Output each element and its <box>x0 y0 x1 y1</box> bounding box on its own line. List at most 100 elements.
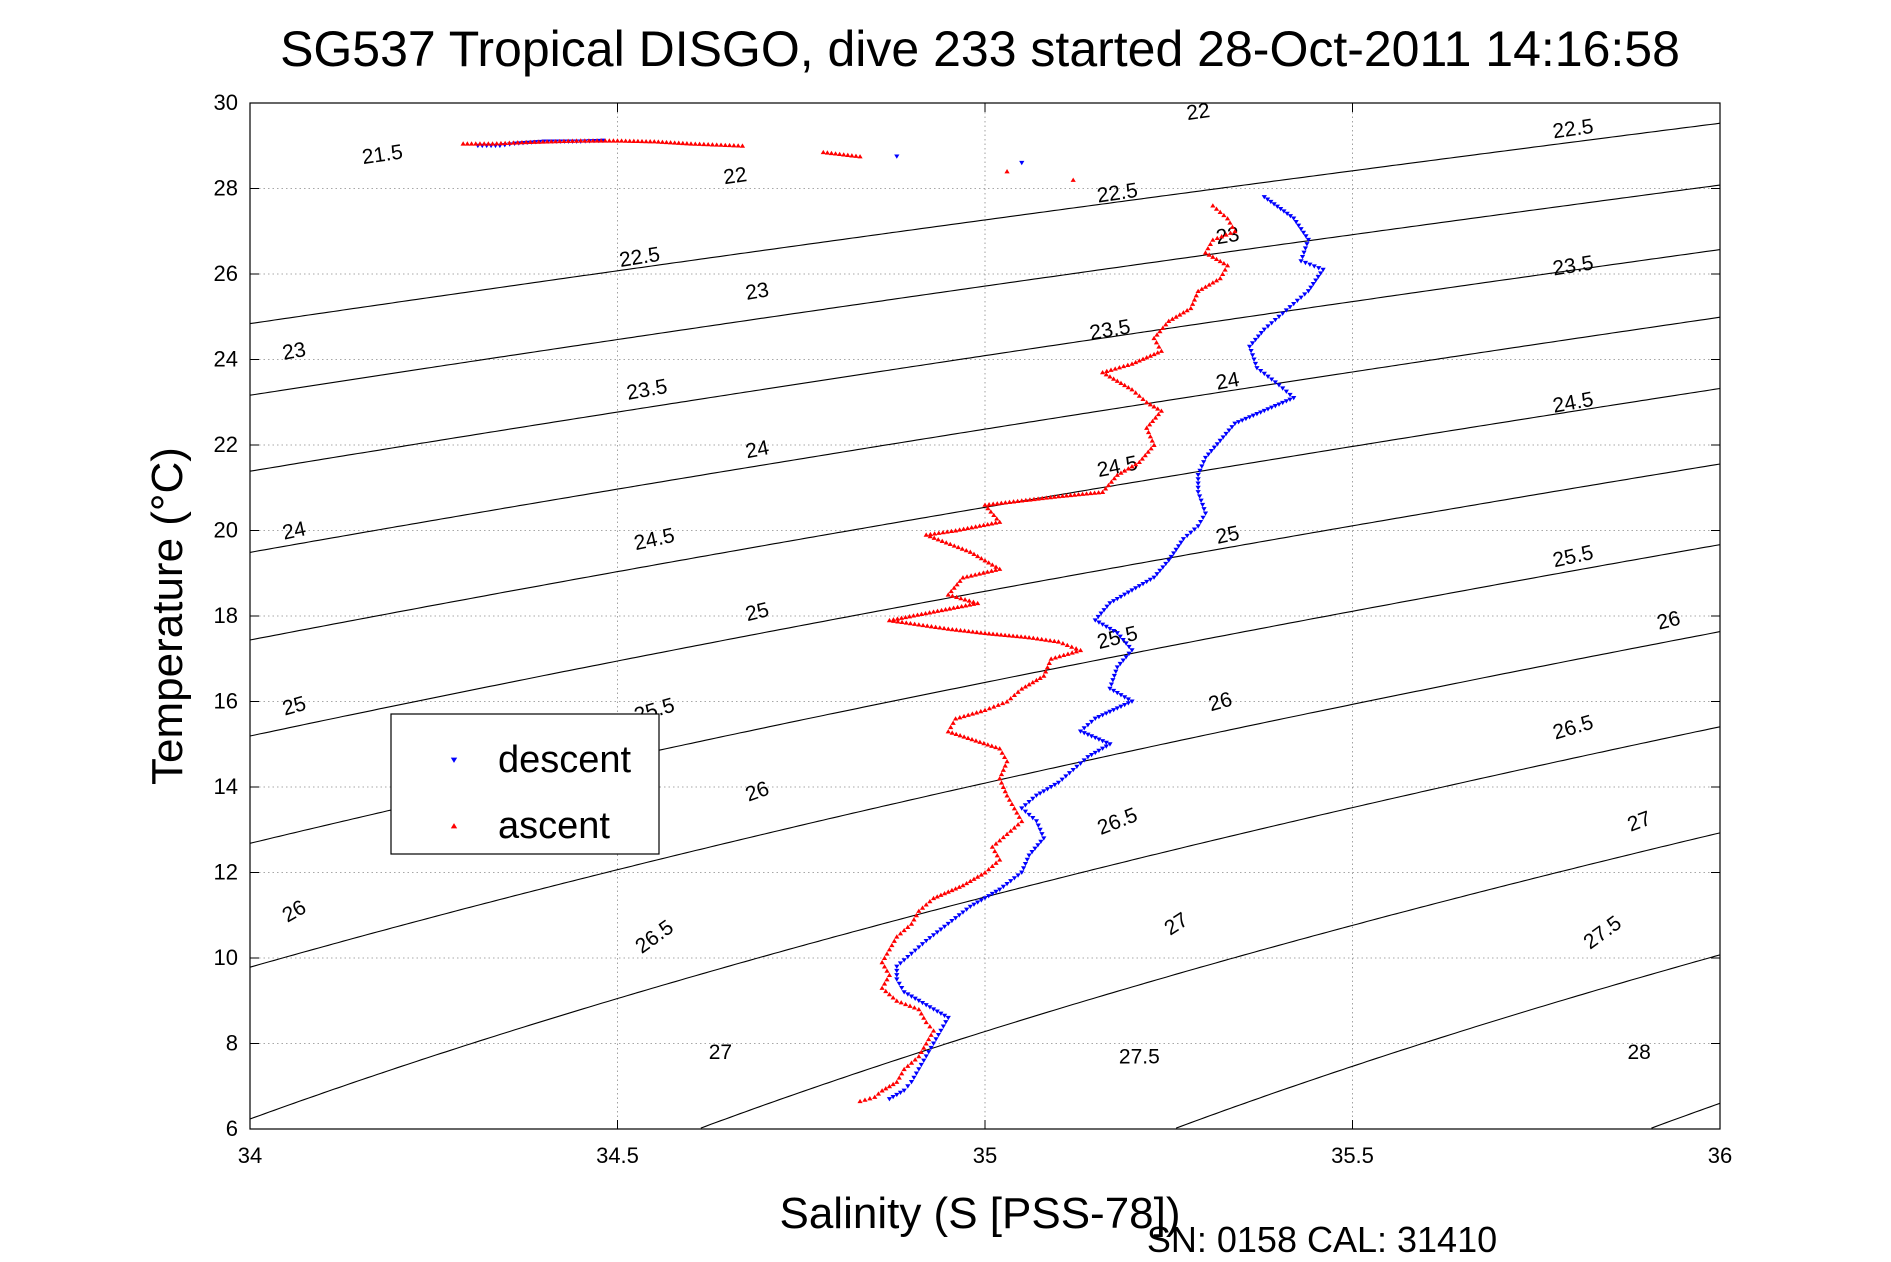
ascent-point <box>527 139 533 145</box>
legend-marker-descent <box>450 757 458 763</box>
ascent-point <box>879 959 885 965</box>
ascent-point <box>468 141 475 146</box>
ascent-point <box>989 844 995 849</box>
descent-point <box>934 930 940 935</box>
descent-point <box>1280 400 1286 406</box>
ascent-point <box>485 141 491 146</box>
descent-point <box>1081 726 1087 731</box>
descent-point <box>890 1094 896 1100</box>
ascent-point <box>975 553 981 559</box>
ascent-point <box>561 138 567 144</box>
ascent-point <box>1221 260 1227 266</box>
descent-point <box>1085 755 1091 760</box>
ascent-point <box>894 998 900 1003</box>
descent-point <box>1026 812 1032 818</box>
descent-point <box>1307 262 1313 267</box>
descent-point <box>1029 850 1035 855</box>
ascent-point <box>1002 632 1008 637</box>
ascent-point <box>1202 284 1209 289</box>
ascent-point <box>964 880 970 886</box>
ascent-point <box>1149 438 1155 443</box>
ascent-point <box>988 509 994 514</box>
ascent-point <box>982 707 988 712</box>
ascent-point <box>881 955 888 960</box>
ascent-point <box>986 631 992 636</box>
descent-point <box>916 945 922 950</box>
descent-point <box>1272 404 1278 409</box>
descent-point <box>1114 631 1120 636</box>
isopycnal-label: 22.5 <box>1551 115 1595 143</box>
ascent-point <box>965 735 971 740</box>
ascent-point <box>1033 677 1040 683</box>
ascent-point <box>602 138 608 143</box>
ascent-point <box>897 931 904 936</box>
ascent-point <box>1091 490 1098 495</box>
descent-point <box>993 889 999 895</box>
ascent-point <box>881 981 888 986</box>
ascent-point <box>886 947 893 952</box>
descent-point <box>1261 327 1267 332</box>
ascent-point <box>845 152 851 157</box>
ascent-point <box>627 138 633 143</box>
ascent-point <box>489 141 496 146</box>
descent-point <box>1305 237 1311 243</box>
descent-point <box>1166 558 1172 563</box>
descent-point <box>1041 789 1047 794</box>
ascent-point <box>991 704 997 709</box>
ascent-point <box>997 857 1003 862</box>
ascent-point <box>1019 818 1025 824</box>
ascent-point <box>993 520 999 525</box>
ascent-point <box>999 750 1005 755</box>
isopycnal-label: 25 <box>743 598 771 626</box>
ascent-point <box>891 618 897 623</box>
descent-point <box>1252 361 1259 367</box>
ascent-point <box>895 619 901 624</box>
ascent-point <box>930 609 937 614</box>
descent-point <box>1304 242 1310 247</box>
y-tick-label: 28 <box>214 176 238 201</box>
isopycnal-line <box>700 832 1721 1129</box>
ascent-point <box>886 991 893 997</box>
ascent-point <box>696 141 703 146</box>
ascent-point <box>997 746 1003 751</box>
ascent-point <box>971 876 977 881</box>
descent-point <box>911 1075 917 1081</box>
isopycnal-line <box>249 122 1721 325</box>
descent-point <box>1125 697 1131 702</box>
isopycnal-label: 23 <box>281 338 308 365</box>
descent-point <box>1316 266 1322 271</box>
ascent-point <box>1210 254 1216 259</box>
descent-point <box>1118 693 1124 698</box>
ascent-point <box>1004 169 1010 174</box>
ascent-point <box>1004 699 1010 704</box>
x-axis-label: Salinity (S [PSS-78]) <box>779 1189 1180 1238</box>
descent-point <box>1247 344 1253 350</box>
ascent-point <box>1037 675 1043 680</box>
descent-point <box>1144 579 1150 585</box>
descent-point <box>894 977 900 982</box>
descent-point <box>1114 691 1120 696</box>
isopycnal-label: 24 <box>280 517 308 544</box>
isopycnal-label: 28 <box>1627 1041 1650 1064</box>
ascent-point <box>966 598 972 603</box>
descent-point <box>1081 758 1087 763</box>
descent-point <box>927 936 933 941</box>
descent-point <box>1111 629 1117 634</box>
descent-point <box>905 1084 911 1089</box>
ascent-point <box>1014 810 1020 815</box>
descent-point <box>1291 301 1297 307</box>
ascent-point <box>932 531 938 536</box>
y-tick-label: 18 <box>214 603 238 628</box>
descent-point <box>1249 341 1256 346</box>
ascent-point <box>936 530 942 535</box>
ascent-point <box>912 1057 918 1062</box>
ascent-point <box>824 150 830 155</box>
ascent-point <box>1000 784 1006 789</box>
ascent-point <box>1043 669 1049 674</box>
ascent-point <box>548 139 554 144</box>
ascent-point <box>908 921 915 926</box>
ascent-point <box>975 874 981 879</box>
ascent-point <box>853 153 859 158</box>
descent-point <box>938 927 944 932</box>
